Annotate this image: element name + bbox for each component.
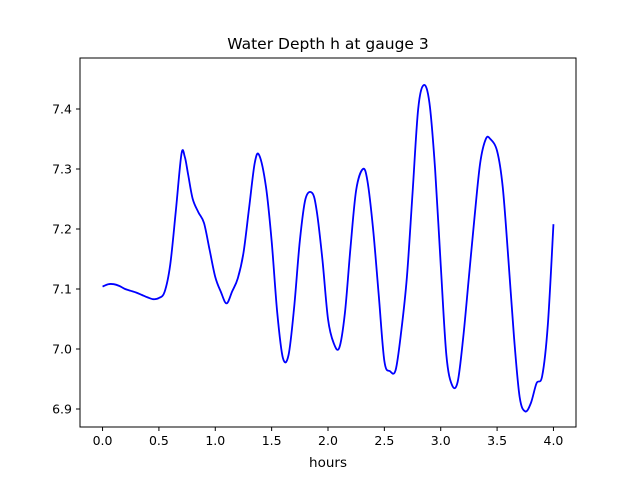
x-tick-label: 0.5 xyxy=(149,433,169,448)
x-axis-ticks: 0.0 0.5 1.0 1.5 2.0 2.5 3.0 3.5 4.0 xyxy=(93,427,564,448)
x-tick-label: 3.0 xyxy=(431,433,451,448)
y-tick-label: 7.0 xyxy=(52,342,72,357)
x-tick-label: 1.5 xyxy=(262,433,282,448)
plot-frame xyxy=(79,57,577,428)
x-tick-label: 0.0 xyxy=(93,433,113,448)
x-tick-label: 4.0 xyxy=(544,433,564,448)
series-layer xyxy=(102,84,555,413)
series-line-0 xyxy=(102,84,555,413)
x-tick-label: 2.0 xyxy=(318,433,338,448)
y-axis-ticks: 6.9 7.0 7.1 7.2 7.3 7.4 xyxy=(52,102,80,417)
y-tick-label: 7.2 xyxy=(52,222,72,237)
x-tick-label: 2.5 xyxy=(374,433,394,448)
y-tick-label: 7.3 xyxy=(52,162,72,177)
chart-title: Water Depth h at gauge 3 xyxy=(227,35,428,53)
y-tick-label: 6.9 xyxy=(52,402,72,417)
y-tick-label: 7.4 xyxy=(52,102,72,117)
y-tick-label: 7.1 xyxy=(52,282,72,297)
x-tick-label: 3.5 xyxy=(487,433,507,448)
x-axis-label: hours xyxy=(309,455,347,471)
x-tick-label: 1.0 xyxy=(205,433,225,448)
